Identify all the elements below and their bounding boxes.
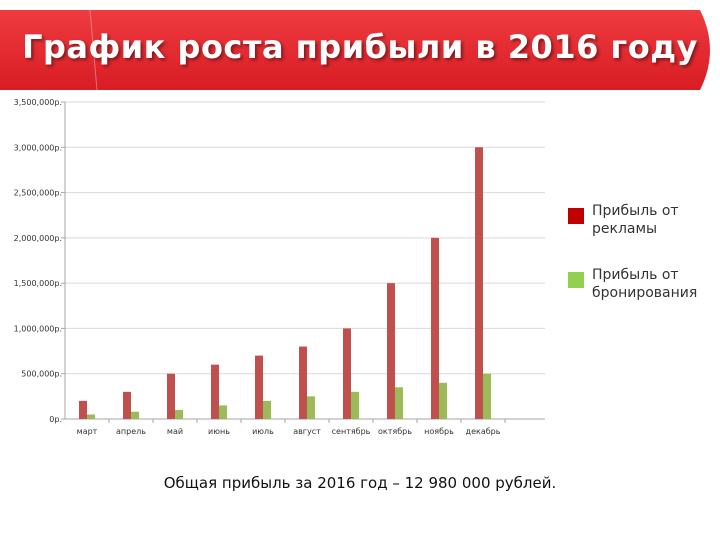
x-tick-label: август — [293, 427, 321, 436]
bar-advertising — [431, 237, 439, 419]
x-tick-label: октябрь — [378, 427, 412, 436]
title-banner — [0, 10, 720, 90]
bar-advertising — [255, 355, 263, 419]
bar-advertising — [79, 400, 87, 419]
bar-booking — [351, 391, 359, 419]
bar-booking — [483, 373, 491, 419]
bar-chart: 0р. 500,000р. 1,000,000р. 1,500,000р. 2,000,… — [14, 98, 545, 436]
y-tick-label: 2,500,000р. — [14, 189, 62, 198]
legend-label-booking: Прибыль от бронирования — [592, 267, 698, 301]
bar-booking — [395, 387, 403, 419]
banner-shape — [0, 10, 710, 90]
bar-advertising — [475, 147, 483, 420]
total-profit-note: Общая прибыль за 2016 год – 12 980 000 р… — [163, 474, 557, 492]
legend-swatch-advertising — [568, 208, 584, 224]
bar-advertising — [343, 328, 351, 419]
bar-advertising — [387, 283, 395, 419]
bar-booking — [175, 409, 183, 419]
legend-item-booking: Прибыль от бронирования — [568, 266, 710, 302]
bar-advertising — [167, 373, 175, 419]
x-tick-label: июнь — [208, 427, 230, 436]
bar-booking — [219, 405, 227, 419]
x-tick-label: май — [167, 427, 183, 436]
bar-booking — [263, 400, 271, 419]
bar-booking — [307, 396, 315, 419]
legend-swatch-booking — [568, 272, 584, 288]
bar-booking — [439, 382, 447, 419]
x-tick-label: март — [77, 427, 98, 436]
page-title: График роста прибыли в 2016 году — [22, 28, 698, 66]
bar-advertising — [211, 364, 219, 419]
bar-advertising — [299, 346, 307, 419]
y-tick-label: 0р. — [49, 415, 62, 424]
y-tick-label: 1,000,000р. — [14, 324, 62, 333]
y-tick-label: 3,500,000р. — [14, 98, 62, 107]
y-tick-label: 1,500,000р. — [14, 279, 62, 288]
y-tick-label: 3,000,000р. — [14, 143, 62, 152]
y-tick-label: 2,000,000р. — [14, 234, 62, 243]
bar-advertising — [123, 391, 131, 419]
legend-item-advertising: Прибыль от рекламы — [568, 202, 710, 238]
x-tick-label: декабрь — [466, 427, 501, 436]
x-tick-label: июль — [252, 427, 274, 436]
x-tick-label: ноябрь — [424, 427, 454, 436]
legend-label-advertising: Прибыль от рекламы — [592, 203, 679, 237]
bar-booking — [87, 414, 95, 419]
bar-booking — [131, 411, 139, 419]
x-tick-label: сентябрь — [332, 427, 371, 436]
x-tick-label: апрель — [116, 427, 146, 436]
y-tick-label: 500,000р. — [21, 370, 62, 379]
